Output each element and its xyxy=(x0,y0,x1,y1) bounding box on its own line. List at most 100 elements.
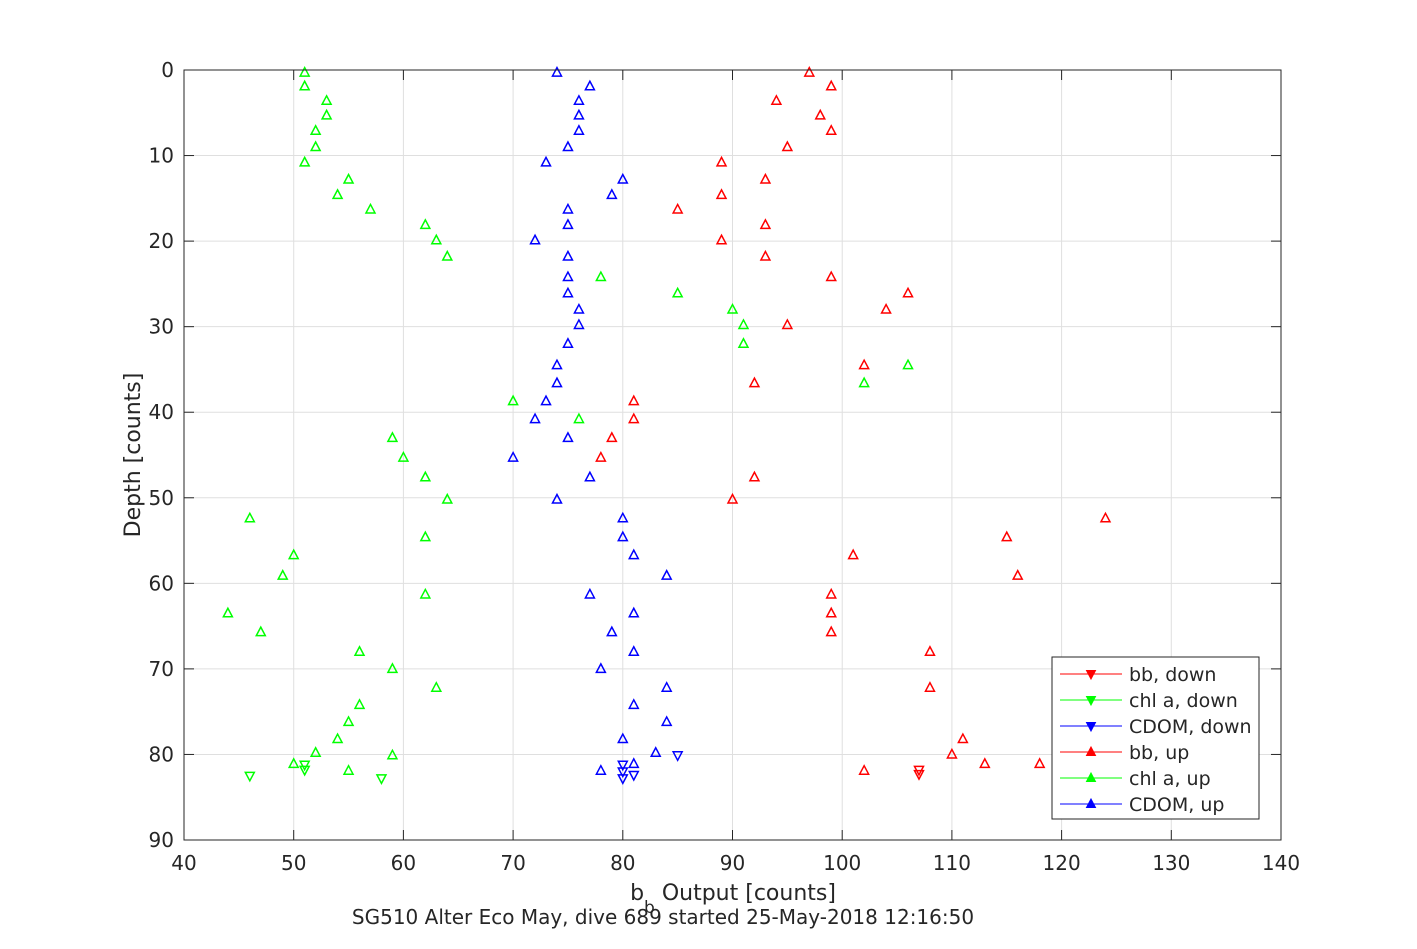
x-tick-label: 120 xyxy=(1043,851,1081,875)
y-tick-label: 40 xyxy=(149,400,174,424)
x-axis-label-rest: Output [counts] xyxy=(655,881,836,906)
y-tick-label: 0 xyxy=(161,58,174,82)
data-point-triangle-up xyxy=(606,431,618,443)
legend-label: CDOM, up xyxy=(1129,794,1224,816)
legend-label: CDOM, down xyxy=(1129,716,1252,738)
data-point-triangle-up xyxy=(737,318,750,330)
data-point-triangle-up xyxy=(902,358,914,370)
legend-marker xyxy=(1085,797,1097,808)
data-point-triangle-up xyxy=(825,270,837,282)
data-point-triangle-up xyxy=(660,715,673,727)
x-tick-label: 130 xyxy=(1152,851,1190,875)
data-point-triangle-up xyxy=(562,140,574,152)
y-tick-label: 70 xyxy=(149,657,174,681)
data-point-triangle-up xyxy=(825,606,837,618)
data-point-triangle-up xyxy=(1001,530,1013,542)
data-point-triangle-up xyxy=(386,748,399,760)
y-tick-label: 50 xyxy=(149,486,174,510)
data-point-triangle-up xyxy=(507,394,519,406)
x-tick-label: 80 xyxy=(610,851,635,875)
data-point-triangle-up xyxy=(441,249,454,261)
data-point-triangle-up xyxy=(617,511,629,523)
data-point-triangle-up xyxy=(562,431,574,443)
data-point-triangle-up xyxy=(584,79,596,91)
data-point-triangle-down xyxy=(628,770,640,782)
data-point-triangle-up xyxy=(551,358,563,370)
data-point-triangle-up xyxy=(606,625,618,637)
data-point-triangle-up xyxy=(562,270,574,282)
data-point-triangle-up xyxy=(595,662,607,674)
x-axis-label-main: b xyxy=(630,881,644,906)
data-point-triangle-up xyxy=(649,746,662,757)
data-point-triangle-up xyxy=(946,747,958,759)
legend-marker xyxy=(1085,722,1097,733)
data-point-triangle-up xyxy=(759,249,772,261)
data-point-triangle-up xyxy=(628,606,640,618)
data-point-triangle-down xyxy=(298,760,311,772)
data-point-triangle-up xyxy=(748,470,761,482)
data-point-triangle-up xyxy=(419,587,432,599)
data-point-triangle-up xyxy=(353,645,366,657)
data-point-triangle-up xyxy=(386,662,399,674)
legend-label: bb, down xyxy=(1129,664,1216,686)
data-point-triangle-up xyxy=(573,124,585,135)
data-point-triangle-up xyxy=(628,757,640,769)
data-point-triangle-up xyxy=(759,172,772,184)
data-point-triangle-up xyxy=(562,249,574,261)
data-point-triangle-up xyxy=(924,681,936,692)
data-point-triangle-up xyxy=(430,233,443,245)
data-point-triangle-up xyxy=(529,233,541,245)
data-point-triangle-up xyxy=(979,757,991,769)
data-point-triangle-up xyxy=(858,358,870,370)
x-tick-label: 100 xyxy=(823,851,861,875)
data-point-triangle-up xyxy=(847,548,859,560)
data-point-triangle-up xyxy=(617,530,629,542)
data-point-triangle-up xyxy=(737,337,750,349)
y-tick-label: 90 xyxy=(149,828,174,852)
axis-ticks: 40 50 60 70 80 90 100 110 120 130 140 0 10 20 30 40 50 60… xyxy=(149,58,1301,875)
x-tick-label: 110 xyxy=(933,851,971,875)
data-point-triangle-up xyxy=(1033,757,1046,769)
data-point-triangle-up xyxy=(244,511,256,523)
data-point-triangle-up xyxy=(770,94,783,106)
data-point-triangle-up xyxy=(562,202,574,214)
data-point-triangle-up xyxy=(825,79,837,91)
x-tick-label: 40 xyxy=(171,851,196,875)
data-point-triangle-up xyxy=(726,302,739,314)
data-point-triangle-up xyxy=(715,233,728,245)
data-point-triangle-up xyxy=(573,302,585,314)
data-point-triangle-down xyxy=(617,760,629,772)
y-tick-label: 10 xyxy=(149,144,174,168)
legend: bb, down chl a, down CDOM, down bb, up chl a… xyxy=(1051,656,1260,820)
x-axis-label-subscript: b xyxy=(644,898,655,918)
data-point-triangle-up xyxy=(573,108,585,120)
data-point-triangle-up xyxy=(298,79,311,91)
x-axis-label: bb Output [counts] xyxy=(630,881,836,918)
data-point-triangle-down xyxy=(375,774,388,786)
data-point-triangle-down xyxy=(617,767,629,779)
data-point-triangle-up xyxy=(255,625,267,637)
y-axis-label: Depth [counts] xyxy=(121,373,146,538)
data-point-triangle-up xyxy=(562,337,574,349)
data-point-triangle-up xyxy=(529,412,541,424)
data-point-triangle-up xyxy=(617,732,629,744)
y-tick-label: 30 xyxy=(149,315,174,339)
data-point-triangle-up xyxy=(342,764,355,775)
data-point-triangle-up xyxy=(825,625,837,637)
data-point-triangle-up xyxy=(309,124,322,135)
x-tick-label: 90 xyxy=(720,851,745,875)
data-point-triangle-up xyxy=(924,645,936,657)
data-point-triangle-down xyxy=(913,769,925,781)
legend-label: chl a, up xyxy=(1129,768,1211,790)
data-point-triangle-up xyxy=(814,108,827,120)
legend-label: chl a, down xyxy=(1129,690,1238,712)
data-point-triangle-up xyxy=(902,286,914,298)
data-point-triangle-up xyxy=(595,764,607,775)
data-point-triangle-up xyxy=(298,65,311,77)
data-point-triangle-up xyxy=(551,65,563,77)
data-point-triangle-up xyxy=(825,587,837,599)
data-point-triangle-up xyxy=(617,172,629,184)
data-point-triangle-up xyxy=(342,715,355,727)
x-tick-label: 50 xyxy=(281,851,306,875)
